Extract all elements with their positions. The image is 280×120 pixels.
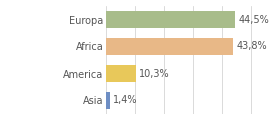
Bar [106, 65, 136, 82]
Bar [106, 38, 233, 55]
Text: 1,4%: 1,4% [113, 96, 138, 105]
Text: 44,5%: 44,5% [238, 15, 269, 24]
Text: 43,8%: 43,8% [236, 42, 267, 51]
Text: 10,3%: 10,3% [139, 69, 170, 78]
Bar [106, 11, 235, 28]
Bar [106, 92, 110, 109]
